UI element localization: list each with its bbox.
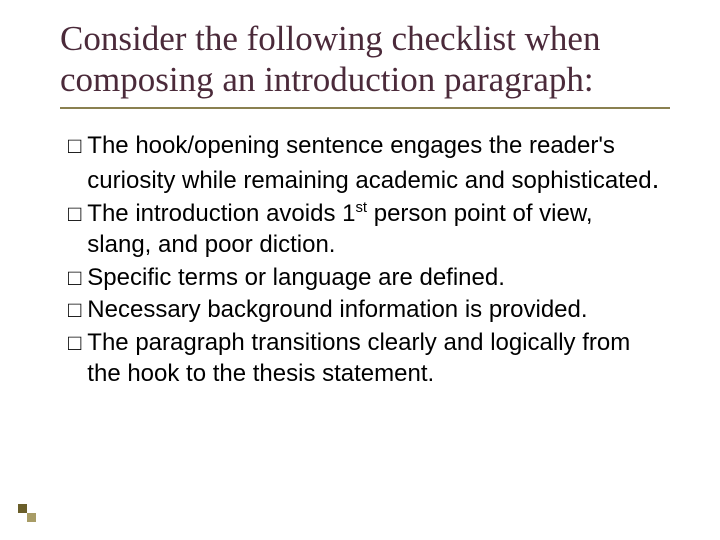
text-pre: The introduction avoids 1 xyxy=(87,200,355,227)
checklist-item-text: The introduction avoids 1st person point… xyxy=(87,199,660,260)
checkbox-icon: □ xyxy=(68,199,81,229)
checkbox-icon: □ xyxy=(68,295,81,325)
text-pre: The hook/opening sentence engages the re… xyxy=(87,132,651,195)
checkbox-icon: □ xyxy=(68,263,81,293)
text-pre: The paragraph transitions clearly and lo… xyxy=(87,329,630,387)
slide-container: Consider the following checklist when co… xyxy=(0,0,720,540)
checklist-item-text: Specific terms or language are defined. xyxy=(87,263,660,294)
checklist-item: □ The paragraph transitions clearly and … xyxy=(68,328,660,389)
text-pre: Necessary background information is prov… xyxy=(87,296,587,323)
text-pre: Specific terms or language are defined. xyxy=(87,264,505,291)
slide-title: Consider the following checklist when co… xyxy=(60,18,670,109)
checklist-item-text: Necessary background information is prov… xyxy=(87,295,660,326)
checklist-item: □ Necessary background information is pr… xyxy=(68,295,660,326)
checklist-item-text: The hook/opening sentence engages the re… xyxy=(87,131,660,198)
checkbox-icon: □ xyxy=(68,328,81,358)
checkbox-icon: □ xyxy=(68,131,81,161)
checklist-item: □ The introduction avoids 1st person poi… xyxy=(68,199,660,260)
checklist: □ The hook/opening sentence engages the … xyxy=(60,131,670,390)
checklist-item: □ The hook/opening sentence engages the … xyxy=(68,131,660,198)
text-sup: st xyxy=(355,200,367,216)
footer-accent-icon xyxy=(18,504,36,522)
checklist-item: □ Specific terms or language are defined… xyxy=(68,263,660,294)
text-tail: . xyxy=(652,163,660,194)
checklist-item-text: The paragraph transitions clearly and lo… xyxy=(87,328,660,389)
